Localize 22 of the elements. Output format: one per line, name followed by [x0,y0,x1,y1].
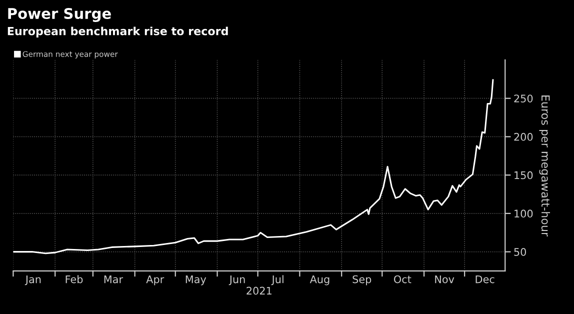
x-tick-label: May [186,275,206,286]
x-tick-label: Jan [24,275,41,286]
x-tick-label: Dec [476,275,494,284]
y-tick-label: 150 [514,171,533,180]
y-axis-title: Euros per megawatt-hour [539,96,550,237]
x-tick-label: Apr [146,275,164,286]
x-tick-label: Jul [271,275,284,286]
x-axis-title: 2021 [246,286,272,295]
line-series [13,79,494,254]
x-tick-label: Oct [394,275,412,284]
y-tick-label: 50 [514,248,526,256]
x-tick-label: Sep [352,275,372,286]
x-tick-label: Aug [310,275,330,286]
x-tick-label: Nov [435,275,454,284]
y-tick-label: 250 [514,94,533,102]
chart-subtitle: European benchmark rise to record [8,26,228,38]
y-tick-label: 200 [514,132,533,141]
y-tick-label: 100 [514,210,533,218]
chart-title: Power Surge [8,8,111,22]
x-tick-label: Feb [66,275,83,284]
x-tick-label: Mar [104,275,124,284]
x-tick-label: Jun [228,275,245,286]
